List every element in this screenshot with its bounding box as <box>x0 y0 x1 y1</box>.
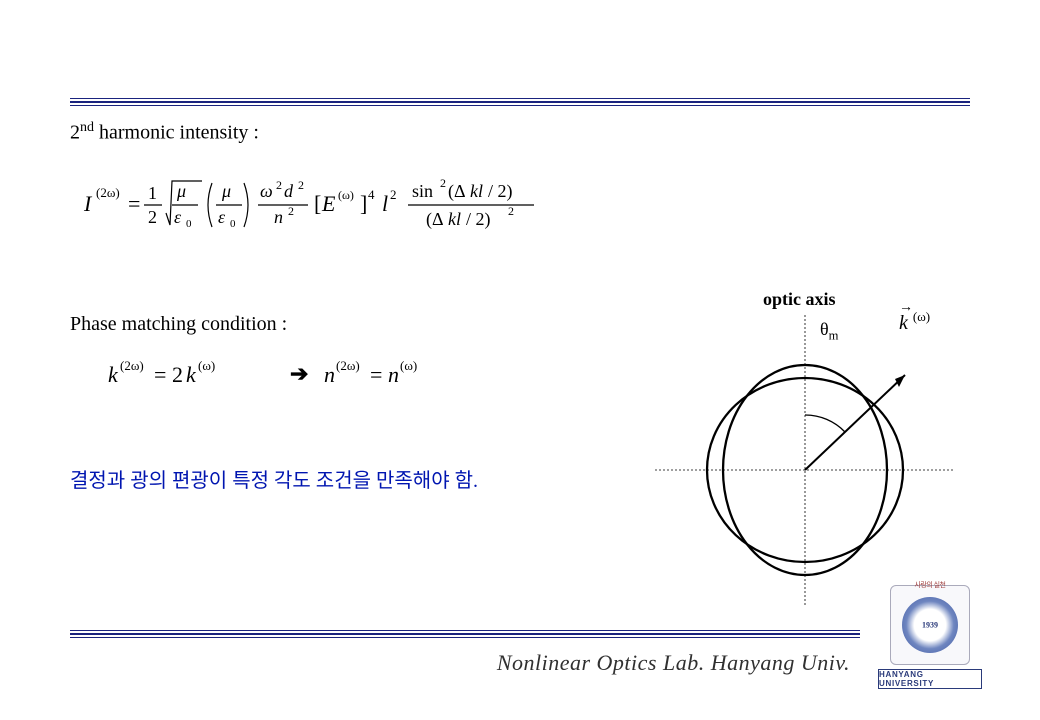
svg-text:=: = <box>370 362 382 387</box>
svg-text:(ω): (ω) <box>400 358 417 373</box>
svg-text:(2ω): (2ω) <box>120 358 144 373</box>
heading1-rest: harmonic intensity : <box>94 122 259 144</box>
svg-text:ε: ε <box>218 207 226 227</box>
svg-text:ε: ε <box>174 207 182 227</box>
svg-text:2: 2 <box>440 176 446 190</box>
k-vector-label: → k (ω) <box>899 309 930 335</box>
svg-text:2: 2 <box>276 178 282 192</box>
index-ellipsoid-diagram: optic axis θm → k (ω) <box>655 295 955 605</box>
svg-text:/ 2): / 2) <box>488 181 513 202</box>
svg-text:kl: kl <box>470 181 483 201</box>
svg-text:(2ω): (2ω) <box>336 358 360 373</box>
svg-text:μ: μ <box>221 181 231 201</box>
svg-text:n: n <box>324 362 335 387</box>
svg-text:=: = <box>128 191 140 216</box>
heading-harmonic-intensity: 2nd harmonic intensity : <box>70 120 970 145</box>
heading1-prefix: 2 <box>70 122 80 144</box>
heading1-sup: nd <box>80 120 94 135</box>
svg-text:k: k <box>186 362 197 387</box>
svg-text:sin: sin <box>412 181 433 201</box>
svg-text:(ω): (ω) <box>338 188 354 202</box>
svg-text:k: k <box>108 362 119 387</box>
svg-text:1: 1 <box>148 183 157 203</box>
svg-text:E: E <box>321 191 336 216</box>
svg-text:=: = <box>154 362 166 387</box>
svg-text:2: 2 <box>172 362 183 387</box>
optic-axis-label: optic axis <box>763 289 836 310</box>
svg-text:0: 0 <box>186 218 192 230</box>
svg-text:ω: ω <box>260 181 273 201</box>
arrow-icon: ➔ <box>290 361 308 387</box>
university-logo: 사랑의 실천 HANYANG UNIVERSITY <box>875 585 985 695</box>
svg-text:2: 2 <box>288 204 294 218</box>
bottom-divider <box>70 630 860 638</box>
svg-text:2: 2 <box>390 187 397 202</box>
svg-text:(2ω): (2ω) <box>96 185 120 200</box>
svg-text:4: 4 <box>368 187 375 202</box>
svg-text:l: l <box>382 191 388 216</box>
svg-text:n: n <box>388 362 399 387</box>
svg-text:d: d <box>284 181 294 201</box>
svg-text:n: n <box>274 207 283 227</box>
svg-text:]: ] <box>360 191 367 216</box>
svg-text:/ 2): / 2) <box>466 209 491 230</box>
svg-text:kl: kl <box>448 209 461 229</box>
svg-text:2: 2 <box>508 204 514 218</box>
svg-text:μ: μ <box>176 181 186 201</box>
logo-emblem-icon: 사랑의 실천 <box>890 585 970 665</box>
svg-text:(Δ: (Δ <box>426 209 444 230</box>
svg-text:[: [ <box>314 191 321 216</box>
svg-text:(ω): (ω) <box>198 358 215 373</box>
svg-text:2: 2 <box>148 207 157 227</box>
theta-label: θm <box>820 319 838 344</box>
footer-lab-name: Nonlinear Optics Lab. Hanyang Univ. <box>497 650 850 676</box>
svg-text:2: 2 <box>298 178 304 192</box>
logo-university-name: HANYANG UNIVERSITY <box>878 669 982 689</box>
svg-text:I: I <box>83 191 93 216</box>
equation-intensity: I (2ω) = 1 2 μ ε 0 μ ε 0 ω 2 d 2 <box>82 163 970 243</box>
svg-text:0: 0 <box>230 218 236 230</box>
svg-text:(Δ: (Δ <box>448 181 466 202</box>
